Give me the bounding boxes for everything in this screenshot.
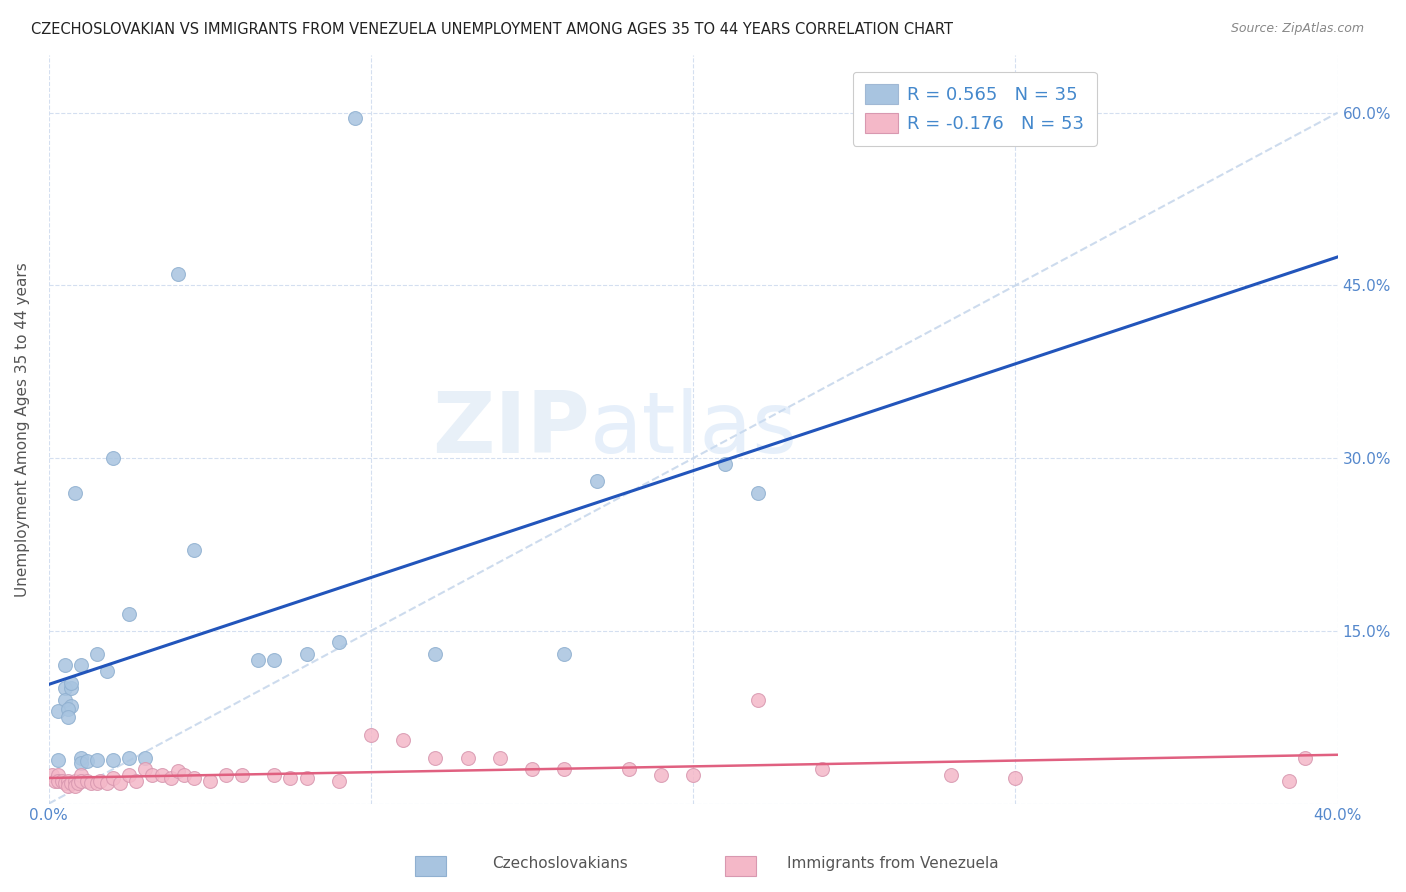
Text: Immigrants from Venezuela: Immigrants from Venezuela bbox=[787, 856, 1000, 871]
Point bbox=[1294, 750, 1316, 764]
Point bbox=[360, 727, 382, 741]
Point bbox=[747, 485, 769, 500]
Point bbox=[134, 750, 156, 764]
Point bbox=[183, 543, 205, 558]
Text: Czechoslovakians: Czechoslovakians bbox=[492, 856, 628, 871]
Point bbox=[125, 773, 148, 788]
Point bbox=[247, 653, 270, 667]
Point bbox=[48, 773, 70, 788]
Point bbox=[183, 772, 205, 786]
Point bbox=[650, 768, 672, 782]
Point bbox=[160, 772, 183, 786]
Point bbox=[96, 664, 118, 678]
Point bbox=[41, 768, 63, 782]
Point bbox=[103, 772, 125, 786]
Point bbox=[280, 772, 302, 786]
Point bbox=[51, 773, 73, 788]
Point bbox=[70, 773, 93, 788]
Point bbox=[53, 776, 76, 790]
Point bbox=[231, 768, 253, 782]
Point bbox=[60, 698, 83, 713]
Point bbox=[263, 768, 285, 782]
Point bbox=[89, 773, 111, 788]
Text: Source: ZipAtlas.com: Source: ZipAtlas.com bbox=[1230, 22, 1364, 36]
Point bbox=[56, 780, 79, 794]
Point bbox=[457, 750, 479, 764]
Y-axis label: Unemployment Among Ages 35 to 44 years: Unemployment Among Ages 35 to 44 years bbox=[15, 262, 30, 597]
Point bbox=[118, 607, 141, 621]
Point bbox=[343, 112, 366, 126]
Point bbox=[76, 754, 98, 768]
Point bbox=[56, 702, 79, 716]
Point bbox=[425, 750, 447, 764]
Point bbox=[166, 267, 188, 281]
Legend: R = 0.565   N = 35, R = -0.176   N = 53: R = 0.565 N = 35, R = -0.176 N = 53 bbox=[853, 71, 1097, 145]
Point bbox=[56, 710, 79, 724]
Point bbox=[108, 776, 131, 790]
Point bbox=[150, 768, 173, 782]
Point bbox=[118, 768, 141, 782]
Point bbox=[48, 753, 70, 767]
Point bbox=[70, 658, 93, 673]
Point bbox=[70, 768, 93, 782]
Point bbox=[60, 675, 83, 690]
Point bbox=[70, 750, 93, 764]
Point bbox=[60, 776, 83, 790]
Point bbox=[70, 756, 93, 771]
Point bbox=[295, 772, 318, 786]
Point bbox=[617, 762, 640, 776]
Point bbox=[392, 733, 415, 747]
Point bbox=[86, 753, 108, 767]
Point bbox=[103, 451, 125, 466]
Point bbox=[215, 768, 238, 782]
Point bbox=[1004, 772, 1026, 786]
Point bbox=[134, 762, 156, 776]
Point bbox=[141, 768, 163, 782]
Point bbox=[198, 773, 221, 788]
Point bbox=[63, 485, 86, 500]
Point bbox=[553, 762, 575, 776]
Point bbox=[86, 647, 108, 661]
Point bbox=[48, 768, 70, 782]
Point bbox=[425, 647, 447, 661]
Point bbox=[811, 762, 834, 776]
Point bbox=[295, 647, 318, 661]
Point bbox=[76, 773, 98, 788]
Point bbox=[48, 705, 70, 719]
Point bbox=[53, 658, 76, 673]
Point bbox=[86, 776, 108, 790]
Text: ZIP: ZIP bbox=[432, 388, 591, 471]
Point bbox=[56, 773, 79, 788]
Point bbox=[747, 693, 769, 707]
Point bbox=[553, 647, 575, 661]
Point bbox=[166, 764, 188, 779]
Point bbox=[53, 693, 76, 707]
Point bbox=[328, 773, 350, 788]
Point bbox=[520, 762, 543, 776]
Point bbox=[63, 780, 86, 794]
Point bbox=[263, 653, 285, 667]
Point bbox=[939, 768, 962, 782]
Text: atlas: atlas bbox=[591, 388, 799, 471]
Point bbox=[53, 681, 76, 696]
Point bbox=[489, 750, 512, 764]
Point bbox=[63, 773, 86, 788]
Point bbox=[79, 776, 101, 790]
Point bbox=[66, 776, 89, 790]
Point bbox=[173, 768, 195, 782]
Point bbox=[328, 635, 350, 649]
Point bbox=[96, 776, 118, 790]
Text: CZECHOSLOVAKIAN VS IMMIGRANTS FROM VENEZUELA UNEMPLOYMENT AMONG AGES 35 TO 44 YE: CZECHOSLOVAKIAN VS IMMIGRANTS FROM VENEZ… bbox=[31, 22, 953, 37]
Point bbox=[585, 474, 607, 488]
Point bbox=[103, 753, 125, 767]
Point bbox=[1278, 773, 1301, 788]
Point bbox=[44, 773, 66, 788]
Point bbox=[60, 681, 83, 696]
Point bbox=[118, 750, 141, 764]
Point bbox=[682, 768, 704, 782]
Point bbox=[714, 457, 737, 471]
